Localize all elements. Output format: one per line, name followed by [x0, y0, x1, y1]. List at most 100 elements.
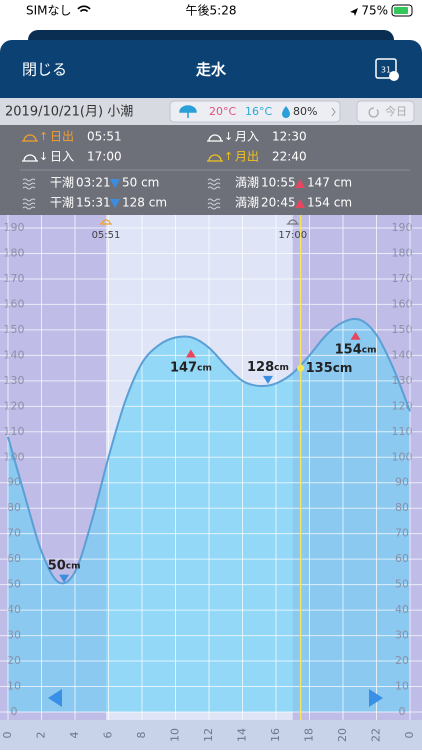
calendar-button[interactable]: 31: [375, 58, 399, 81]
calendar-moon: [389, 71, 399, 81]
sun-moon-arrow: ↓: [39, 150, 48, 163]
extreme-unit: cm: [66, 561, 81, 571]
next-day-button[interactable]: [369, 689, 383, 707]
tide-label: 満潮: [235, 175, 259, 190]
now-label: 135cm: [306, 361, 353, 376]
battery-level: [394, 7, 408, 14]
sun-moon-label: 日入: [50, 150, 74, 164]
sun-moon-label: 月出: [235, 150, 259, 164]
umbrella-icon: [179, 105, 197, 118]
y-tick-label: 70: [7, 527, 21, 540]
sun-moon-arrow: ↓: [224, 130, 233, 143]
y-tick-label: 160: [392, 297, 413, 310]
extreme-label: 147cm: [170, 360, 212, 375]
battery-icon: [391, 4, 413, 17]
sunset-icon: [286, 219, 299, 225]
y-tick-label: 60: [395, 552, 409, 565]
y-tick-label: 160: [4, 297, 25, 310]
extreme-unit: cm: [274, 362, 289, 372]
wave-icon: [207, 198, 221, 210]
y-tick-label: 140: [4, 348, 25, 361]
y-tick-label: 150: [392, 323, 413, 336]
extreme-value: 147: [170, 360, 197, 375]
calendar-icon: [375, 58, 397, 79]
rain-chance: 80%: [293, 105, 317, 118]
sun-moon-arrow: ↑: [224, 150, 233, 163]
wifi-icon: [77, 5, 91, 13]
x-tick-label: 12: [202, 728, 215, 742]
y-tick-label: 130: [392, 374, 413, 387]
tide-label: 満潮: [235, 195, 259, 210]
now-unit: cm: [333, 361, 353, 375]
x-tick-label: 20: [336, 728, 349, 742]
temp-low: 16°C: [245, 105, 272, 118]
y-tick-label: 140: [392, 348, 413, 361]
y-tick-label: 30: [7, 629, 21, 642]
extreme-marker: [185, 349, 196, 358]
prev-day-button[interactable]: [48, 689, 62, 707]
y-tick-label: 0: [11, 705, 18, 718]
y-tick-label: 90: [395, 476, 409, 489]
now-dot: [297, 364, 305, 372]
tide-time: 20:45: [261, 196, 296, 210]
x-tick-label: 4: [68, 732, 81, 739]
x-tick-label: 0: [403, 732, 416, 739]
y-tick-label: 110: [392, 425, 413, 438]
y-tick-label: 0: [399, 705, 406, 718]
x-tick-label: 0: [1, 732, 14, 739]
sun-moon-time: 05:51: [87, 130, 122, 144]
tide-time: 10:55: [261, 176, 296, 190]
tide-time: 03:21: [76, 176, 111, 190]
y-tick-label: 90: [7, 476, 21, 489]
location-icon: [350, 8, 358, 16]
extreme-label: 128cm: [247, 359, 289, 374]
sunset-label: 17:00: [278, 230, 307, 241]
y-tick-label: 170: [4, 272, 25, 285]
y-tick-label: 190: [4, 221, 25, 234]
tide-triangle: [295, 179, 305, 188]
y-tick-label: 20: [7, 654, 21, 667]
night-area-shade: [0, 215, 422, 720]
tide-triangle: [110, 179, 120, 188]
y-tick-label: 130: [4, 374, 25, 387]
y-tick-label: 20: [395, 654, 409, 667]
temp-high: 20°C: [209, 105, 236, 118]
header-bar: [0, 40, 422, 110]
tide-height: 147 cm: [307, 176, 352, 190]
wave-icon: [22, 198, 36, 210]
extreme-value: 50: [48, 558, 66, 573]
tide-label: 干潮: [50, 175, 74, 190]
close-button[interactable]: 閉じる: [22, 61, 67, 79]
x-tick-label: 14: [236, 728, 249, 742]
x-tick-label: 10: [169, 728, 182, 742]
wave-icon: [22, 178, 36, 190]
x-tick-label: 22: [370, 728, 383, 742]
y-tick-label: 190: [392, 221, 413, 234]
y-tick-label: 180: [4, 246, 25, 259]
tide-height: 154 cm: [307, 196, 352, 210]
y-tick-label: 10: [395, 680, 409, 693]
weather-pill[interactable]: [169, 100, 341, 123]
y-tick-label: 120: [4, 399, 25, 412]
sun-moon-label: 日出: [50, 130, 74, 144]
y-tick-label: 50: [395, 578, 409, 591]
extreme-value: 128: [247, 359, 274, 374]
extreme-marker: [59, 574, 70, 583]
y-tick-label: 170: [392, 272, 413, 285]
tide-height: 128 cm: [122, 196, 167, 210]
y-tick-label: 100: [392, 450, 413, 463]
y-tick-label: 50: [7, 578, 21, 591]
sun-moon-arrow: ↑: [39, 130, 48, 143]
extreme-unit: cm: [197, 363, 212, 373]
y-tick-label: 110: [4, 425, 25, 438]
sunrise-icon: [99, 219, 112, 225]
tide-line: [7, 317, 411, 585]
x-tick-label: 2: [35, 732, 48, 739]
now-value: 135: [306, 361, 333, 376]
sun-moon-time: 22:40: [272, 150, 307, 164]
y-tick-label: 40: [395, 603, 409, 616]
chevron: [331, 107, 336, 117]
sun-moon-label: 月入: [235, 130, 259, 144]
